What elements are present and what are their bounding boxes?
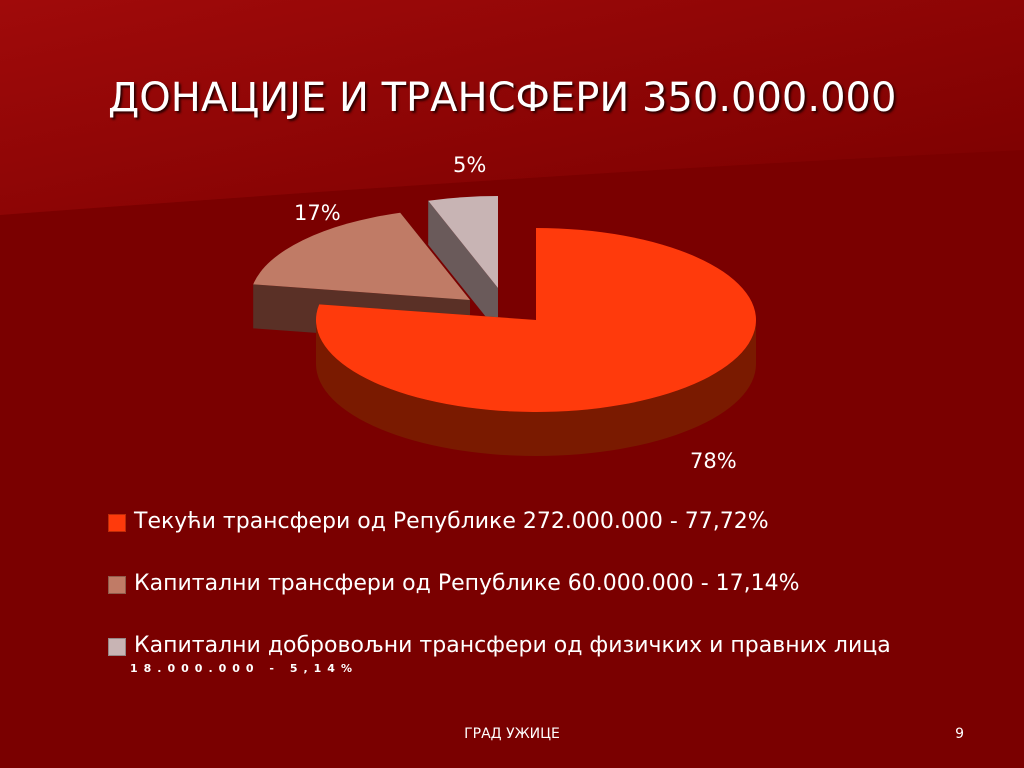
slide-title: ДОНАЦИЈЕ И ТРАНСФЕРИ 350.000.000	[108, 75, 897, 121]
slice-top	[428, 196, 498, 288]
pie-slice-voluntary-transfers	[428, 196, 498, 332]
pie-slice-current-transfers	[316, 228, 756, 456]
legend-item-voluntary-transfers: Капитални добровољни трансфери од физичк…	[108, 624, 1008, 686]
pie-chart: 78% 17% 5%	[253, 153, 756, 473]
page-number: 9	[955, 726, 964, 742]
legend-item-capital-transfers: Капитални трансфери од Републике 60.000.…	[108, 562, 1008, 624]
slice-percent-label: 17%	[294, 201, 341, 225]
legend-label: Капитални добровољни трансфери од физичк…	[134, 633, 891, 658]
legend-swatch	[108, 514, 126, 532]
background-swoosh	[0, 0, 1024, 215]
slice-side	[316, 320, 756, 456]
legend-label: Текући трансфери од Републике 272.000.00…	[134, 509, 769, 534]
legend-label: Капитални трансфери од Републике 60.000.…	[134, 571, 800, 596]
legend-swatch	[108, 638, 126, 656]
legend-swatch	[108, 576, 126, 594]
chart-legend: Текући трансфери од Републике 272.000.00…	[108, 500, 1008, 686]
slice-top	[253, 212, 470, 300]
footer-city: ГРАД УЖИЦЕ	[464, 726, 560, 742]
legend-sublabel: 18.000.000 - 5,14%	[130, 662, 358, 675]
legend-item-current-transfers: Текући трансфери од Републике 272.000.00…	[108, 500, 1008, 562]
slice-percent-label: 5%	[453, 153, 486, 177]
slice-top	[316, 228, 756, 413]
slice-cut-face	[428, 200, 498, 332]
slice-percent-label: 78%	[690, 449, 737, 473]
